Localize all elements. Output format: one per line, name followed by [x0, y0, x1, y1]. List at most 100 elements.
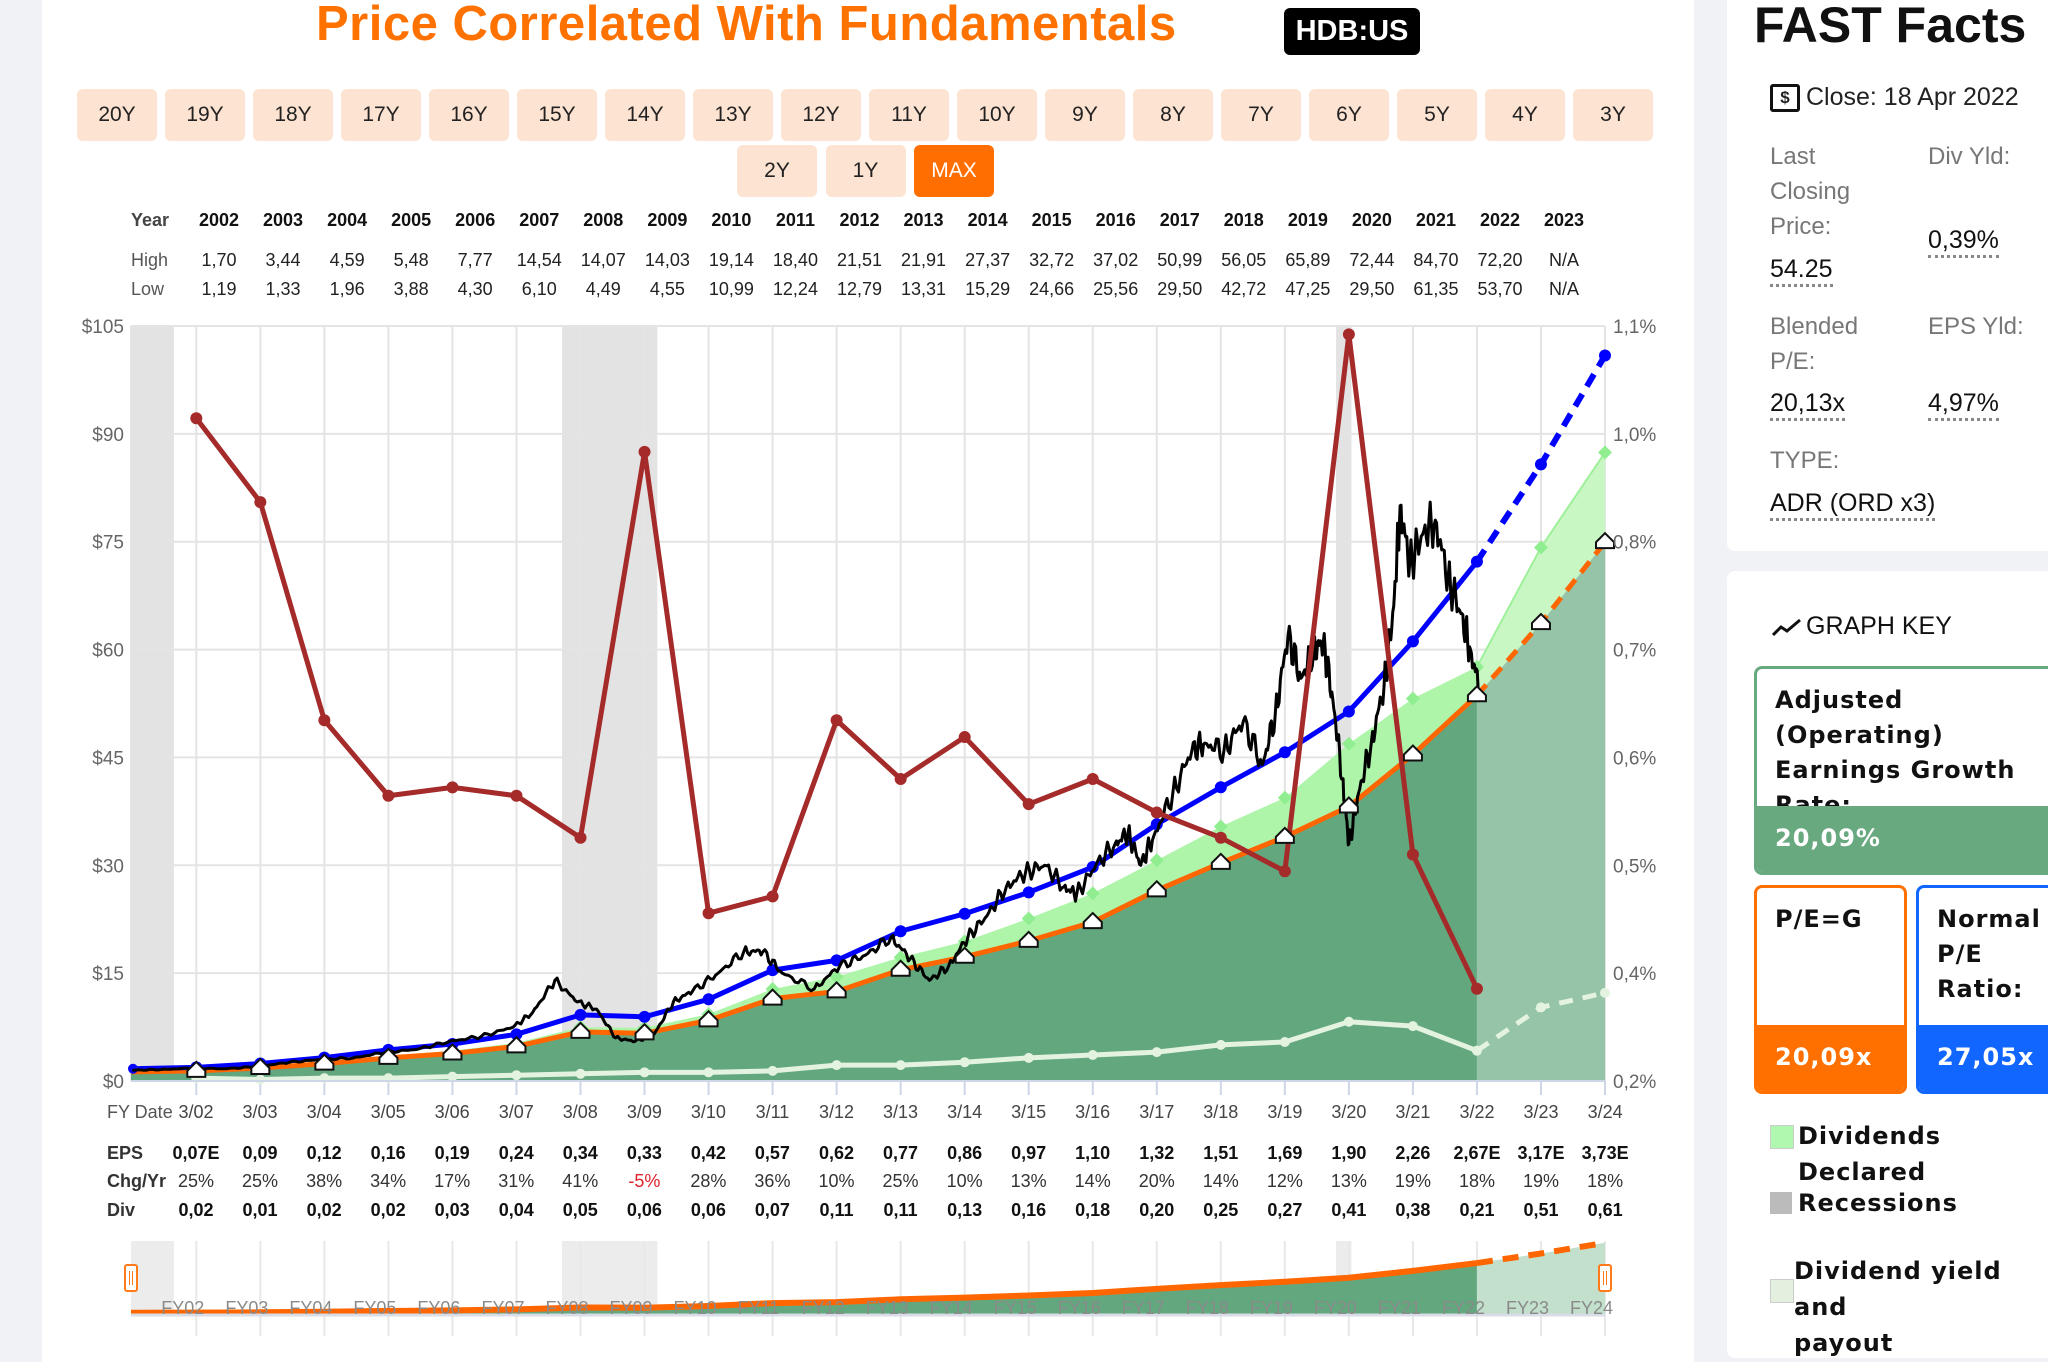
dividend-yield-point [766, 890, 779, 903]
y-axis-left-label: $45 [92, 748, 124, 769]
cell-div: 0,27 [1267, 1200, 1303, 1220]
cell-low: 42,72 [1221, 279, 1267, 299]
cell-low: 12,24 [772, 279, 818, 299]
range-button-5y[interactable]: 5Y [1397, 89, 1477, 141]
legend-dividends-declared: Dividends Declared [1798, 1122, 1942, 1186]
year-header: 2018 [1223, 210, 1264, 230]
cell-low: 1,96 [329, 279, 365, 299]
row-label-chg: Chg/Yr [107, 1171, 167, 1191]
dividend-yield-point [382, 789, 395, 802]
type-value[interactable]: ADR (ORD x3) [1770, 488, 1936, 521]
dividends-declared-point [1021, 911, 1036, 926]
peg-key: P/E=G 20,09x [1754, 885, 1907, 1094]
cell-chg: 34% [370, 1171, 407, 1191]
row-label-fy_dates: FY Date [107, 1102, 173, 1122]
dividend-point [1087, 1049, 1098, 1060]
div-yld-value[interactable]: 0,39% [1928, 225, 1999, 258]
range-button-10y[interactable]: 10Y [957, 89, 1037, 141]
range-button-20y[interactable]: 20Y [77, 89, 157, 141]
cell-fy_dates: 3/21 [1395, 1102, 1431, 1122]
cell-high: 4,59 [329, 250, 365, 270]
dividend-yield-swatch [1770, 1279, 1794, 1303]
range-button-19y[interactable]: 19Y [165, 89, 245, 141]
dividends-declared-point [1213, 819, 1228, 834]
normal-pe-key: Normal P/E Ratio: 27,05x [1916, 885, 2048, 1094]
dividend-point [511, 1070, 522, 1081]
range-button-15y[interactable]: 15Y [517, 89, 597, 141]
navigator-label: FY18 [1186, 1298, 1229, 1318]
last-close-value[interactable]: 54.25 [1770, 254, 1833, 287]
year-header: 2023 [1544, 210, 1585, 230]
range-button-2y[interactable]: 2Y [737, 145, 817, 197]
dividend-point [1471, 1045, 1482, 1056]
range-button-17y[interactable]: 17Y [341, 89, 421, 141]
dividends-declared-point [1277, 790, 1292, 805]
cell-eps: 0,34 [562, 1143, 598, 1163]
cell-eps: 0,07E [172, 1143, 220, 1163]
pe-g-marker [698, 1009, 719, 1028]
cell-fy_dates: 3/17 [1139, 1102, 1175, 1122]
cell-low: 29,50 [1349, 279, 1395, 299]
dividends-declared-point [1598, 445, 1612, 460]
cell-chg: 14% [1202, 1171, 1239, 1191]
eps-yld-value[interactable]: 4,97% [1928, 388, 1999, 421]
cell-low: 25,56 [1093, 279, 1139, 299]
range-button-14y[interactable]: 14Y [605, 89, 685, 141]
range-button-13y[interactable]: 13Y [693, 89, 773, 141]
navigator-label: FY04 [289, 1298, 332, 1318]
blended-pe-value[interactable]: 20,13x [1770, 388, 1846, 421]
cell-eps: 0,57 [754, 1143, 790, 1163]
range-button-11y[interactable]: 11Y [869, 89, 949, 141]
normal-pe-point [702, 993, 715, 1006]
dividend-yield-point [510, 789, 523, 802]
y-axis-right-label: 1,1% [1613, 317, 1656, 338]
range-button-3y[interactable]: 3Y [1573, 89, 1653, 141]
cell-eps: 0,86 [947, 1143, 983, 1163]
cell-fy_dates: 3/20 [1331, 1102, 1367, 1122]
navigator-label: FY08 [545, 1298, 588, 1318]
dividend-yield-point [638, 445, 651, 458]
fast-facts-card [1727, 0, 2048, 551]
row-label-years: Year [131, 210, 170, 230]
navigator-label: FY12 [802, 1298, 845, 1318]
label-line: Last [1770, 143, 1816, 170]
range-button-12y[interactable]: 12Y [781, 89, 861, 141]
cell-div: 0,02 [306, 1200, 342, 1220]
navigator-label: FY09 [610, 1298, 653, 1318]
cell-high: 72,44 [1349, 250, 1395, 270]
cell-eps: 0,24 [498, 1143, 534, 1163]
cell-high: 14,54 [516, 250, 562, 270]
range-button-18y[interactable]: 18Y [253, 89, 333, 141]
range-button-8y[interactable]: 8Y [1133, 89, 1213, 141]
cell-fy_dates: 3/14 [947, 1102, 983, 1122]
range-button-9y[interactable]: 9Y [1045, 89, 1125, 141]
year-header: 2019 [1287, 210, 1328, 230]
cell-chg: 18% [1587, 1171, 1624, 1191]
range-button-1y[interactable]: 1Y [825, 145, 906, 197]
range-button-max[interactable]: MAX [914, 145, 994, 197]
navigator-right-handle[interactable] [1598, 1264, 1612, 1292]
navigator-left-handle[interactable] [124, 1264, 138, 1292]
type-label: TYPE: [1770, 447, 1840, 474]
range-button-6y[interactable]: 6Y [1309, 89, 1389, 141]
year-header: 2012 [839, 210, 880, 230]
cell-high: 50,99 [1157, 250, 1203, 270]
cell-chg: -5% [628, 1171, 661, 1191]
dividend-point [1600, 987, 1610, 998]
range-button-16y[interactable]: 16Y [429, 89, 509, 141]
cell-high: 14,03 [644, 250, 690, 270]
y-axis-left-label: $15 [92, 964, 124, 985]
y-axis-right-label: 0,2% [1613, 1072, 1656, 1093]
pe-g-marker [890, 959, 911, 977]
pe-g-marker [1595, 531, 1615, 550]
label-line: P/E [1937, 940, 1983, 968]
label-line: Closing [1770, 178, 1851, 205]
cell-high: 32,72 [1029, 250, 1075, 270]
cell-eps: 0,19 [434, 1143, 470, 1163]
range-button-4y[interactable]: 4Y [1485, 89, 1565, 141]
range-button-7y[interactable]: 7Y [1221, 89, 1301, 141]
navigator-label: FY02 [161, 1298, 204, 1318]
graph-key-header: GRAPH KEY [1772, 612, 1952, 641]
cell-fy_dates: 3/10 [690, 1102, 726, 1122]
dividend-point [639, 1067, 650, 1078]
